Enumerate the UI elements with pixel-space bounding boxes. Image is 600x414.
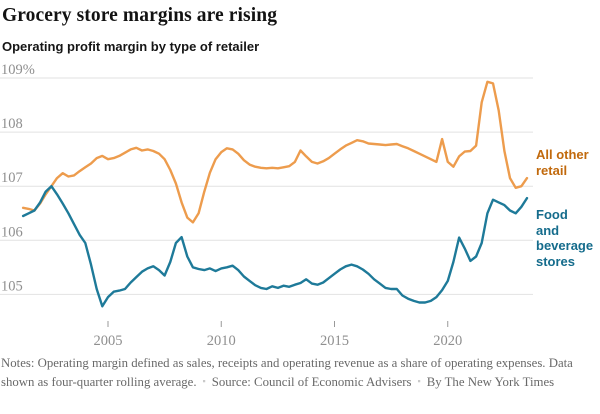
x-tick-label-2015: 2015	[320, 333, 349, 349]
x-tick-label-2020: 2020	[433, 333, 462, 349]
y-tick-label-106: 106	[1, 224, 23, 240]
page-title: Grocery store margins are rising	[2, 5, 278, 26]
legend-label-food-and-beverage-stores: Food and beverage stores	[536, 207, 594, 269]
chart-notes: Notes: Operating margin defined as sales…	[1, 355, 598, 391]
y-tick-label-108: 108	[1, 116, 23, 132]
line-chart: 109% 108 107 106 105 2005 2010 2015 2020	[0, 62, 533, 349]
separator-bullet-icon: ▪	[202, 375, 206, 386]
series-line-all-other-retail	[21, 80, 529, 224]
y-tick-label-107: 107	[1, 170, 23, 186]
chart-subtitle: Operating profit margin by type of retai…	[2, 39, 260, 54]
source-text: Source: Council of Economic Advisers	[211, 374, 412, 389]
byline-text: By The New York Times	[426, 374, 555, 389]
series-line-food-and-beverage-stores	[21, 184, 529, 308]
legend-label-all-other-retail: All other retail	[536, 147, 589, 178]
notes-text: Notes: Operating margin defined as sales…	[1, 356, 573, 389]
y-tick-label-109: 109%	[1, 62, 35, 78]
x-tick-label-2010: 2010	[207, 333, 236, 349]
x-tick-label-2005: 2005	[94, 333, 123, 349]
separator-bullet-icon: ▪	[417, 375, 421, 386]
y-tick-label-105: 105	[1, 278, 23, 294]
